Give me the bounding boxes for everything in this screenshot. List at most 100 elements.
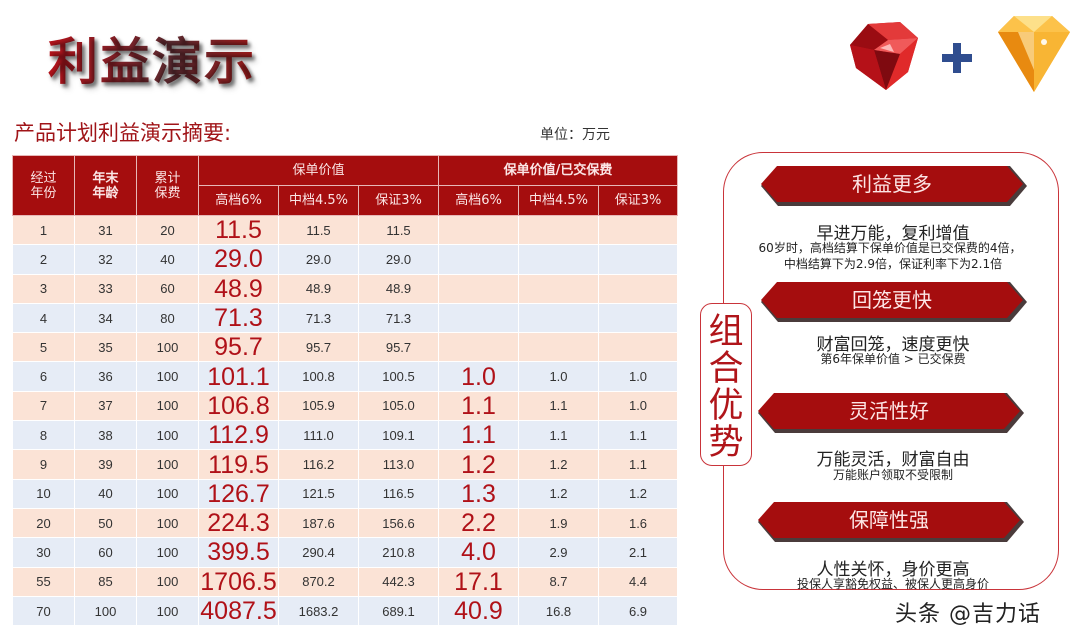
cell-ratio-high: 1.1 [438,420,519,451]
cell-value-guaranteed: 156.6 [358,508,439,539]
cell-value-mid: 71.3 [278,303,359,334]
advantage-detail: 万能账户领取不受限制 [832,468,953,482]
cell-ratio-high: 2.2 [438,508,519,539]
cell-year: 4 [12,303,75,334]
cell-ratio-guaranteed: 1.1 [597,420,679,451]
cell-ratio-guaranteed: 4.4 [597,567,679,597]
cell-ratio-high: 1.0 [438,361,519,392]
banner-flexibility: 灵活性好 [758,393,1020,429]
cell-ratio-mid: 1.2 [518,449,599,480]
cell-value-guaranteed: 109.1 [358,420,439,451]
table-row: 5 35 100 95.7 95.7 95.7 [12,332,679,363]
cell-age: 36 [74,361,137,392]
table-row: 7 37 100 106.8 105.9 105.0 1.1 1.1 1.0 [12,391,679,422]
cell-ratio-high [438,215,519,246]
banner-faster-payback: 回笼更快 [761,282,1023,318]
cell-ratio-mid [518,215,599,246]
cell-value-mid: 187.6 [278,508,359,539]
cell-year: 6 [12,361,75,392]
cell-value-high: 95.7 [198,332,279,363]
combined-advantages-label: 组 合 优 势 [700,303,752,466]
cell-ratio-guaranteed: 1.1 [597,449,679,480]
cell-ratio-high [438,274,519,304]
cell-value-high: 119.5 [198,449,279,480]
cell-ratio-mid: 1.1 [518,420,599,451]
cell-value-high: 224.3 [198,508,279,539]
cell-value-high: 112.9 [198,420,279,451]
cell-value-guaranteed: 100.5 [358,361,439,392]
advantage-headline: 财富回笼，速度更快 [816,335,970,355]
cell-ratio-high [438,303,519,334]
cell-value-mid: 105.9 [278,391,359,422]
cell-premium: 100 [136,479,199,509]
cell-value-guaranteed: 113.0 [358,449,439,480]
table-row: 30 60 100 399.5 290.4 210.8 4.0 2.9 2.1 [12,537,679,568]
cell-age: 39 [74,449,137,480]
table-row: 55 85 100 1706.5 870.2 442.3 17.1 8.7 4.4 [12,567,679,597]
cell-value-mid: 100.8 [278,361,359,392]
cell-ratio-mid: 8.7 [518,567,599,597]
cell-ratio-mid: 1.9 [518,508,599,539]
cell-ratio-mid: 2.9 [518,537,599,568]
gem-illustration [850,16,1070,92]
table-row: 70 100 100 4087.5 1683.2 689.1 40.9 16.8 6.9 [12,596,679,627]
plus-icon [942,43,972,73]
header-age: 年末 年龄 [74,155,137,216]
cell-value-mid: 290.4 [278,537,359,568]
cell-ratio-high [438,244,519,275]
cell-value-mid: 116.2 [278,449,359,480]
cell-ratio-high: 40.9 [438,596,519,627]
cell-value-high: 1706.5 [198,567,279,597]
cell-value-high: 4087.5 [198,596,279,627]
cell-value-high: 106.8 [198,391,279,422]
cell-ratio-guaranteed: 2.1 [597,537,679,568]
cell-value-guaranteed: 71.3 [358,303,439,334]
cell-value-guaranteed: 105.0 [358,391,439,422]
cell-ratio-mid [518,274,599,304]
watermark: 头条 @吉力话 [895,602,1041,627]
cell-year: 3 [12,274,75,304]
cell-ratio-guaranteed [597,274,679,304]
table-row: 20 50 100 224.3 187.6 156.6 2.2 1.9 1.6 [12,508,679,539]
cell-premium: 100 [136,420,199,451]
cell-value-guaranteed: 11.5 [358,215,439,246]
cell-value-mid: 1683.2 [278,596,359,627]
cell-ratio-guaranteed [597,215,679,246]
table-row: 9 39 100 119.5 116.2 113.0 1.2 1.2 1.1 [12,449,679,480]
cell-premium: 100 [136,508,199,539]
cell-age: 35 [74,332,137,363]
advantage-headline: 万能灵活，财富自由 [816,450,970,470]
advantage-headline: 早进万能，复利增值 [816,224,970,244]
cell-value-mid: 29.0 [278,244,359,275]
advantage-detail: 60岁时，高档结算下保单价值是已交保费的4倍， [758,241,1022,255]
cell-value-mid: 121.5 [278,479,359,509]
cell-age: 50 [74,508,137,539]
cell-ratio-high: 4.0 [438,537,519,568]
advantage-headline: 人性关怀，身价更高 [816,560,970,580]
cell-ratio-guaranteed: 1.0 [597,391,679,422]
header-premium: 累计 保费 [136,155,199,216]
cell-value-mid: 111.0 [278,420,359,451]
cell-ratio-high [438,332,519,363]
cell-ratio-mid [518,303,599,334]
header-ratio-mid: 中档4.5% [518,185,599,216]
cell-value-high: 126.7 [198,479,279,509]
section-subtitle: 产品计划利益演示摘要: [14,121,232,145]
cell-age: 100 [74,596,137,627]
cell-year: 7 [12,391,75,422]
cell-age: 31 [74,215,137,246]
advantage-detail: 中档结算下为2.9倍，保证利率下为2.1倍 [783,257,1003,271]
cell-year: 55 [12,567,75,597]
cell-age: 34 [74,303,137,334]
cell-ratio-mid [518,244,599,275]
cell-value-guaranteed: 689.1 [358,596,439,627]
benefit-table: 经过 年份 年末 年龄 累计 保费 保单价值 保单价值/已交保费 高档6% 中档4.5… [12,155,679,627]
cell-ratio-guaranteed [597,244,679,275]
cell-age: 32 [74,244,137,275]
cell-premium: 100 [136,567,199,597]
cell-year: 1 [12,215,75,246]
cell-value-high: 29.0 [198,244,279,275]
cell-year: 9 [12,449,75,480]
header-ratio-high: 高档6% [438,185,519,216]
cell-ratio-guaranteed: 1.2 [597,479,679,509]
